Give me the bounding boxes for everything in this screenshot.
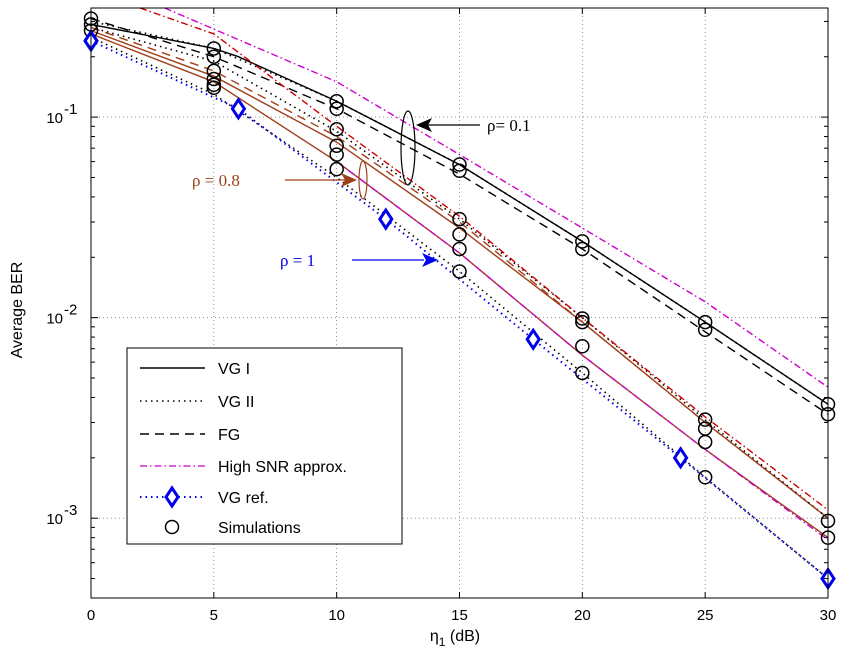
simulation-marker bbox=[329, 147, 344, 162]
series-line bbox=[90, 26, 829, 519]
annotation-ellipse-rho-0.8 bbox=[358, 160, 368, 200]
simulation-marker bbox=[206, 63, 222, 79]
legend: VG I VG II FG High SNR approx. VG ref. S… bbox=[126, 347, 403, 545]
legend-label: VG II bbox=[218, 394, 254, 411]
legend-item-fg: FG bbox=[140, 427, 240, 444]
simulation-marker bbox=[697, 314, 713, 330]
y-tick-label: 10 bbox=[46, 511, 63, 528]
simulation-marker bbox=[452, 241, 467, 257]
annotation-rho-0.1: ρ= 0.1 bbox=[400, 110, 531, 186]
annotation-arrowhead-rho-0.1 bbox=[416, 118, 432, 132]
circle-marker-icon bbox=[164, 519, 180, 535]
legend-item-vg-ref: VG ref. bbox=[140, 485, 269, 509]
x-tick-label: 20 bbox=[574, 607, 591, 624]
x-axis-label: η1 (dB) bbox=[430, 628, 480, 649]
simulation-marker bbox=[452, 157, 467, 172]
annotation-arrowhead-rho-1 bbox=[422, 253, 438, 267]
x-tick-label: 30 bbox=[820, 607, 837, 624]
x-tick-label: 10 bbox=[328, 607, 345, 624]
simulation-marker bbox=[206, 41, 222, 56]
simulation-marker bbox=[697, 434, 713, 450]
simulation-marker bbox=[452, 211, 467, 227]
grid bbox=[91, 8, 828, 598]
simulation-marker bbox=[575, 339, 590, 354]
series-line bbox=[139, 7, 829, 511]
simulation-marker bbox=[697, 322, 713, 338]
vg-ref-marker bbox=[672, 446, 689, 470]
legend-label: FG bbox=[218, 427, 240, 444]
simulation-marker bbox=[575, 311, 590, 326]
series-line bbox=[90, 17, 829, 415]
y-tick-exponent: -3 bbox=[64, 502, 77, 519]
simulation-marker bbox=[206, 71, 222, 87]
annotation-ellipse-rho-0.1 bbox=[400, 110, 416, 186]
annotation-label-rho-1: ρ = 1 bbox=[280, 251, 315, 270]
simulation-marker bbox=[329, 121, 344, 137]
legend-label: VG I bbox=[218, 361, 250, 378]
x-tick-label: 25 bbox=[697, 607, 714, 624]
x-tick-label: 5 bbox=[210, 607, 218, 624]
y-axis-label: Average BER bbox=[9, 262, 26, 359]
simulation-marker bbox=[329, 101, 344, 117]
vg-ref-marker bbox=[525, 327, 542, 351]
series-line bbox=[90, 23, 829, 405]
simulation-marker bbox=[329, 93, 344, 109]
simulation-marker bbox=[329, 138, 344, 153]
simulation-marker bbox=[452, 264, 467, 279]
legend-label: High SNR approx. bbox=[218, 459, 347, 476]
vg-ref-marker bbox=[230, 97, 247, 121]
simulation-marker bbox=[575, 365, 590, 381]
simulation-marker bbox=[575, 234, 590, 249]
legend-item-vg-i: VG I bbox=[140, 361, 250, 378]
series-line bbox=[90, 39, 829, 580]
annotation-label-rho-0.1: ρ= 0.1 bbox=[487, 116, 531, 135]
simulation-marker bbox=[697, 412, 713, 427]
y-tick-label: 10 bbox=[46, 311, 63, 328]
legend-item-simulations: Simulations bbox=[164, 519, 301, 537]
legend-item-high-snr: High SNR approx. bbox=[140, 459, 347, 476]
legend-label: VG ref. bbox=[218, 490, 269, 507]
diamond-marker-icon bbox=[164, 485, 180, 509]
y-tick-exponent: -1 bbox=[64, 101, 77, 118]
simulation-marker bbox=[206, 49, 222, 64]
annotation-label-rho-0.8: ρ = 0.8 bbox=[192, 171, 240, 190]
simulation-marker bbox=[452, 163, 467, 179]
simulation-marker bbox=[575, 314, 590, 330]
simulation-marker bbox=[206, 80, 222, 96]
y-tick-label: 10 bbox=[46, 110, 63, 127]
annotation-rho-0.8: ρ = 0.8 bbox=[192, 160, 368, 200]
y-tick-exponent: -2 bbox=[64, 302, 77, 319]
annotation-arrowhead-rho-0.8 bbox=[341, 173, 357, 187]
series-line bbox=[336, 161, 829, 541]
vg-ref-marker bbox=[377, 207, 394, 231]
x-tick-label: 0 bbox=[87, 607, 95, 624]
legend-label: Simulations bbox=[218, 520, 301, 537]
series-line bbox=[164, 7, 829, 388]
annotation-rho-1: ρ = 1 bbox=[280, 251, 438, 270]
legend-box bbox=[126, 347, 403, 545]
simulation-marker bbox=[452, 227, 467, 242]
legend-item-vg-ii: VG II bbox=[140, 394, 254, 411]
simulation-marker bbox=[575, 241, 590, 257]
simulation-marker bbox=[697, 470, 713, 485]
x-tick-label: 15 bbox=[451, 607, 468, 624]
simulation-marker bbox=[329, 161, 344, 177]
